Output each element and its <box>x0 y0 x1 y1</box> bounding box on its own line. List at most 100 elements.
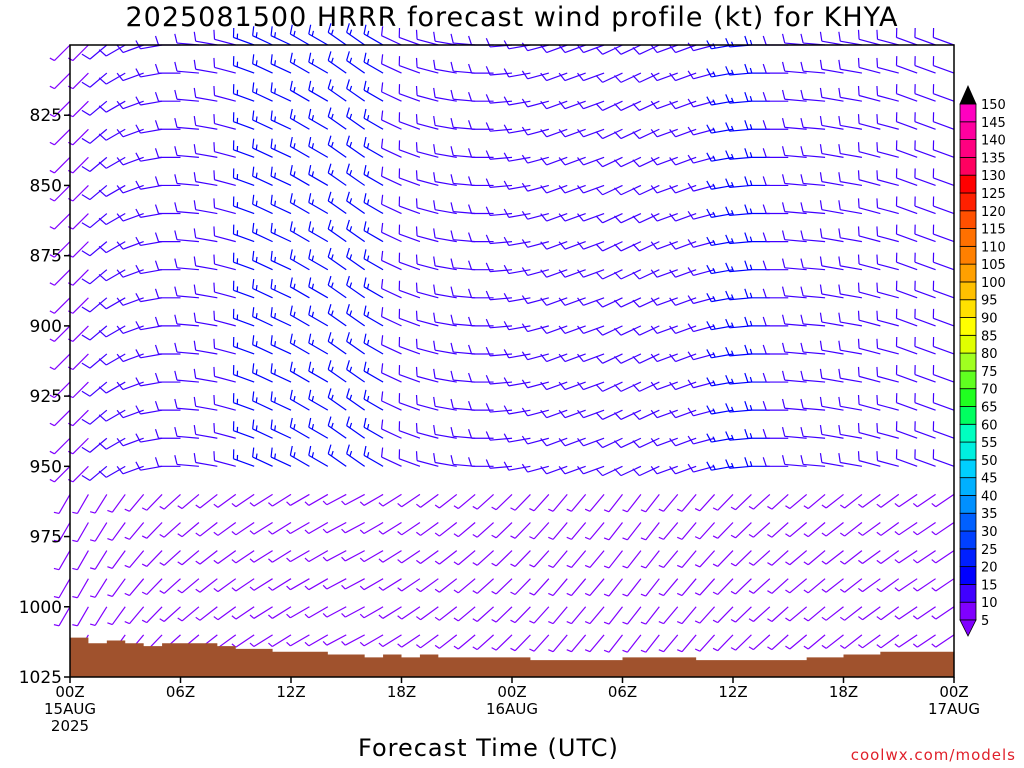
wind-barb <box>577 269 605 278</box>
wind-barb <box>595 381 623 392</box>
colorbar-label: 105 <box>981 258 1006 273</box>
wind-barb <box>614 437 642 449</box>
colorbar-swatch <box>959 228 977 247</box>
wind-barb <box>669 465 697 475</box>
wind-barb <box>540 128 568 138</box>
wind-barb <box>785 634 808 650</box>
wind-barb <box>380 279 402 299</box>
wind-barb <box>232 112 255 130</box>
wind-barb <box>159 493 181 510</box>
wind-barb <box>81 409 108 425</box>
wind-barb <box>558 325 586 334</box>
wind-barb <box>453 493 476 510</box>
wind-barb <box>453 606 476 622</box>
wind-barb <box>603 578 623 597</box>
wind-barb <box>453 522 476 538</box>
wind-barb <box>468 91 494 102</box>
colorbar-label: 30 <box>981 525 998 540</box>
wind-barb <box>270 447 292 467</box>
wind-barb <box>270 138 292 158</box>
wind-barb <box>468 204 494 215</box>
wind-barb <box>53 494 71 515</box>
wind-barb <box>762 91 789 102</box>
wind-barb <box>322 634 347 646</box>
wind-barb <box>503 433 531 443</box>
wind-barb <box>213 578 237 593</box>
wind-barb <box>632 241 660 252</box>
colorbar-swatch <box>959 245 977 265</box>
wind-barb <box>213 282 236 299</box>
wind-barb <box>213 522 237 536</box>
wind-barb <box>800 202 826 215</box>
wind-barb <box>485 234 513 245</box>
wind-barb <box>485 459 513 469</box>
wind-barb <box>503 180 531 190</box>
colorbar-swatch <box>959 334 977 354</box>
wind-barb <box>725 346 752 357</box>
wind-barb <box>650 353 678 363</box>
colorbar-label: 145 <box>981 116 1006 131</box>
wind-barb <box>577 437 605 447</box>
wind-barb <box>346 444 366 467</box>
wind-barb <box>415 423 439 439</box>
colorbar-swatch <box>959 441 977 461</box>
wind-barb <box>472 522 494 538</box>
wind-barb <box>503 96 531 106</box>
wind-barb <box>135 321 163 331</box>
wind-barb <box>346 275 366 299</box>
colorbar-label: 85 <box>981 329 998 344</box>
wind-barb <box>359 550 384 563</box>
wind-barb <box>398 449 421 467</box>
wind-barb <box>894 522 918 536</box>
wind-barb <box>49 241 71 258</box>
wind-barb <box>308 417 329 439</box>
wind-barb <box>640 578 660 597</box>
wind-barb <box>327 416 347 439</box>
wind-barb <box>584 550 605 569</box>
wind-barb <box>895 168 918 187</box>
wind-barb <box>346 107 366 130</box>
wind-barb <box>767 522 789 538</box>
wind-barb <box>193 424 218 439</box>
wind-barb <box>838 59 863 74</box>
colorbar-label: 55 <box>981 436 998 451</box>
wind-barb <box>322 493 347 506</box>
wind-barb <box>819 396 844 411</box>
wind-barb <box>857 423 881 439</box>
wind-barb <box>858 522 881 536</box>
colorbar: 5 10 15 20 25 30 35 40 45 50 55 60 65 70 75 80 85 90 95 100… <box>959 85 1006 637</box>
wind-barb <box>521 295 549 305</box>
wind-barb <box>380 222 402 243</box>
wind-barb <box>72 550 89 571</box>
wind-barb <box>289 24 310 46</box>
wind-barb <box>135 377 163 387</box>
wind-barb <box>107 606 126 626</box>
wind-barb <box>914 393 936 411</box>
wind-barb <box>566 606 587 625</box>
wind-barb <box>932 421 955 439</box>
wind-barb <box>232 224 255 243</box>
wind-barb <box>767 606 789 623</box>
wind-barb <box>98 465 126 478</box>
wind-barb <box>748 550 771 566</box>
wind-barb <box>154 91 181 102</box>
wind-barb <box>669 269 697 278</box>
wind-barb <box>894 578 918 592</box>
wind-barb <box>268 578 292 591</box>
colorbar-swatch <box>959 495 977 514</box>
x-tick-label: 06Z <box>166 683 195 701</box>
wind-barb <box>434 493 458 509</box>
wind-barb <box>397 522 421 536</box>
wind-barb <box>154 372 181 383</box>
wind-barb <box>819 424 844 439</box>
wind-barb <box>819 256 844 271</box>
wind-barb <box>529 634 550 652</box>
wind-barb <box>252 279 273 299</box>
wind-barb <box>577 156 605 166</box>
colorbar-label: 10 <box>981 596 998 611</box>
wind-barb <box>503 236 531 247</box>
wind-barb <box>193 87 218 102</box>
wind-barb <box>398 168 421 187</box>
wind-barb <box>781 174 807 187</box>
colorbar-high-arrow <box>959 85 977 105</box>
